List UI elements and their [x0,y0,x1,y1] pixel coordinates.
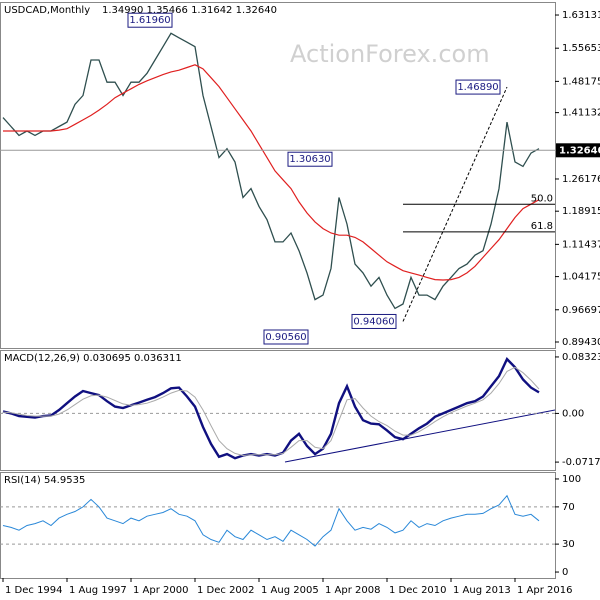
series-line [3,64,540,281]
chart-title: USDCAD,Monthly [4,5,90,16]
x-tick-label: 1 Aug 1997 [69,585,127,596]
y-tick-label: 1.11437 [562,239,600,250]
x-tick-label: 1 Dec 2002 [197,585,255,596]
trend-line [402,86,508,322]
annotation-label: 1.46890 [457,82,498,93]
annotation-box [351,313,397,329]
fib-label: 61.8 [531,221,553,232]
series-line [2,494,540,547]
last-price-box [556,143,600,158]
annotation-label: 0.94060 [353,316,394,327]
y-tick-label: 1.55653 [562,43,600,54]
annotation-box [127,12,173,28]
y-tick-label: 30 [562,539,575,550]
macd-trendline [284,409,556,463]
x-tick-label: 1 Dec 1994 [5,585,63,596]
annotation-label: 1.61960 [129,15,170,26]
y-tick-label: 0.00 [562,408,584,419]
annotation-box [287,151,333,167]
y-tick-label: 100 [562,474,581,485]
y-tick-label: 0 [562,567,568,578]
x-tick-label: 1 Apr 2008 [325,585,380,596]
y-tick-label: 1.41132 [562,108,600,119]
ohlc-readout: 1.34990 1.35466 1.31642 1.32640 [102,5,277,16]
y-tick-label: 0.89430 [562,337,600,348]
y-tick-label: 1.48175 [562,76,600,87]
y-tick-label: 1.63131 [562,10,600,21]
y-tick-label: 0.083235 [562,352,600,363]
x-tick-label: 1 Apr 2016 [517,585,572,596]
rsi-panel [0,472,556,579]
last-price-label: 1.32640 [559,145,600,156]
series-line [2,366,540,457]
y-tick-label: 1.18915 [562,206,600,217]
series-line [2,32,540,310]
rsi-title: RSI(14) 54.9535 [4,475,85,486]
annotation-label: 0.90560 [265,332,306,343]
x-tick-label: 1 Dec 2010 [389,585,447,596]
watermark: ActionForex.com [290,40,490,68]
y-tick-label: 1.04175 [562,272,600,283]
y-tick-label: 70 [562,502,575,513]
y-tick-label: 0.96697 [562,305,600,316]
macd-panel [0,350,556,471]
fib-label: 50.0 [531,193,553,204]
macd-title: MACD(12,26,9) 0.030695 0.036311 [4,353,182,364]
y-tick-label: -0.071752 [562,457,600,468]
y-tick-label: 1.26176 [562,174,600,185]
x-tick-label: 1 Aug 2013 [453,585,511,596]
x-tick-label: 1 Aug 2005 [261,585,319,596]
annotation-label: 1.30630 [289,154,330,165]
x-tick-label: 1 Apr 2000 [133,585,188,596]
annotation-box [263,329,309,345]
annotation-box [455,79,501,95]
